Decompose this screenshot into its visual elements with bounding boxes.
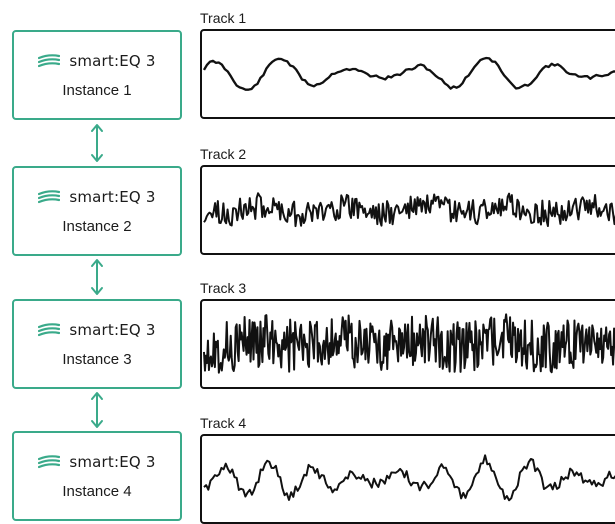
track-title-1: Track 1 [200,10,247,26]
instance-box-1: smart:EQ 3 Instance 1 [12,30,182,120]
brand-name: smart:EQ 3 [69,188,156,206]
waveform-2 [203,192,615,228]
double-arrow-icon [91,259,103,295]
track-box-4 [200,434,615,524]
sonible-logo-icon [38,54,61,68]
brand-name: smart:EQ 3 [69,453,156,471]
double-arrow-icon [91,124,103,162]
waveform-line [202,56,615,91]
instance-label: Instance 3 [62,351,132,368]
track-title-4: Track 4 [200,415,247,431]
brand-name: smart:EQ 3 [69,52,156,70]
sonible-logo-icon [38,323,61,337]
instance-box-2: smart:EQ 3 Instance 2 [12,166,182,256]
logo-row: smart:EQ 3 [14,453,180,471]
logo-row: smart:EQ 3 [14,188,180,206]
track-box-1 [200,29,615,119]
instance-box-4: smart:EQ 3 Instance 4 [12,431,182,521]
waveform-line [203,454,615,502]
track-box-2 [200,165,615,255]
logo-row: smart:EQ 3 [14,52,180,70]
sonible-logo-icon [38,455,61,469]
logo-row: smart:EQ 3 [14,321,180,339]
waveform-line [202,313,615,374]
track-box-3 [200,299,615,389]
track-title-2: Track 2 [200,146,247,162]
track-title-3: Track 3 [200,280,247,296]
waveform-line [203,192,615,228]
double-arrow-icon [91,392,103,428]
waveform-1 [202,56,615,91]
brand-name: smart:EQ 3 [69,321,156,339]
instance-label: Instance 2 [62,218,132,235]
waveform-4 [203,454,615,502]
instance-box-3: smart:EQ 3 Instance 3 [12,299,182,389]
instance-label: Instance 4 [62,483,132,500]
sonible-logo-icon [38,190,61,204]
instance-label: Instance 1 [62,82,132,99]
waveform-3 [202,313,615,374]
